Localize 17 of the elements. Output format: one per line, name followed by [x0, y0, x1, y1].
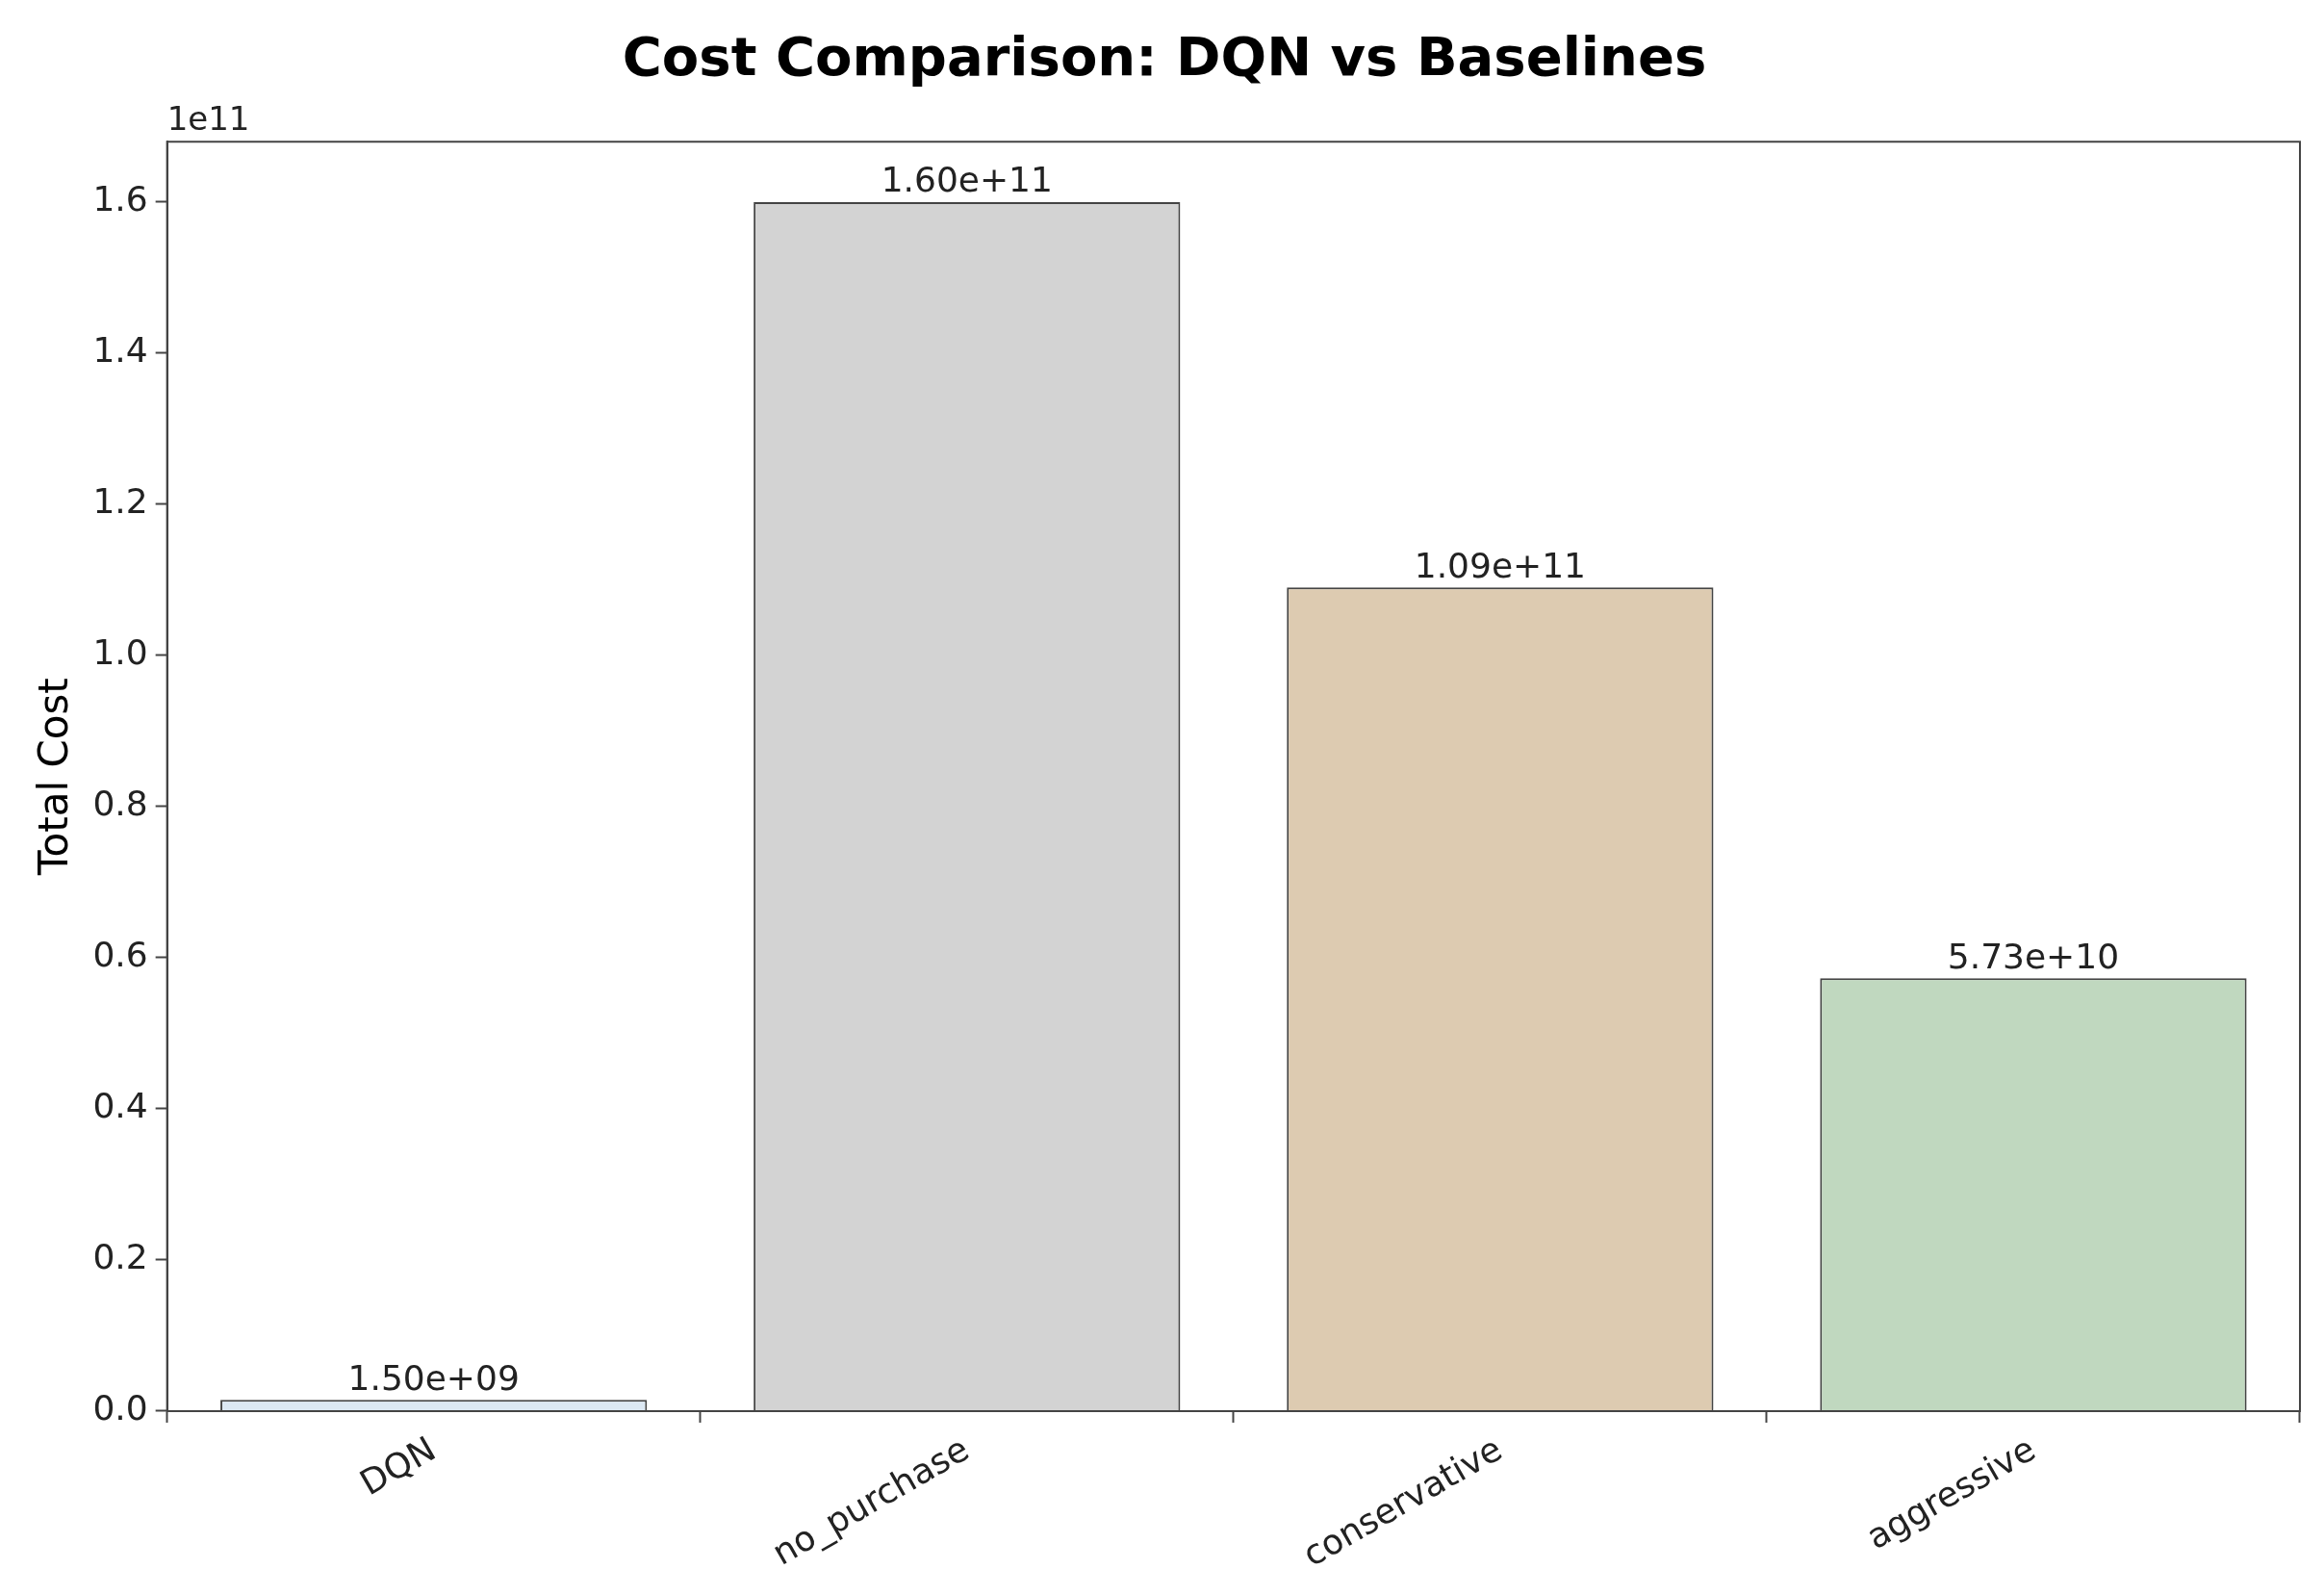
annotation: 1.60e+11	[881, 160, 1053, 200]
y-tick-label: 1.2	[92, 481, 148, 522]
x-tick-label: DQN	[353, 1428, 443, 1504]
y-tick-label: 0.0	[92, 1388, 148, 1428]
y-tick-label: 0.6	[92, 935, 148, 975]
y-tick-label: 0.2	[92, 1237, 148, 1277]
y-tick-label: 1.4	[92, 330, 148, 371]
y-tick-label: 0.8	[92, 784, 148, 824]
annotation: 5.73e+10	[1947, 936, 2120, 976]
y-axis-title: Total Cost	[30, 678, 78, 876]
y-tick-label: 1.6	[92, 179, 148, 219]
chart-title: Cost Comparison: DQN vs Baselines	[622, 25, 1707, 89]
text: 1e11	[166, 99, 250, 139]
y-tick-label: 1.0	[92, 632, 148, 673]
y-tick-label: 0.4	[92, 1086, 148, 1126]
annotation: 1.09e+11	[1414, 545, 1587, 585]
annotation: 1.50e+09	[347, 1357, 520, 1398]
